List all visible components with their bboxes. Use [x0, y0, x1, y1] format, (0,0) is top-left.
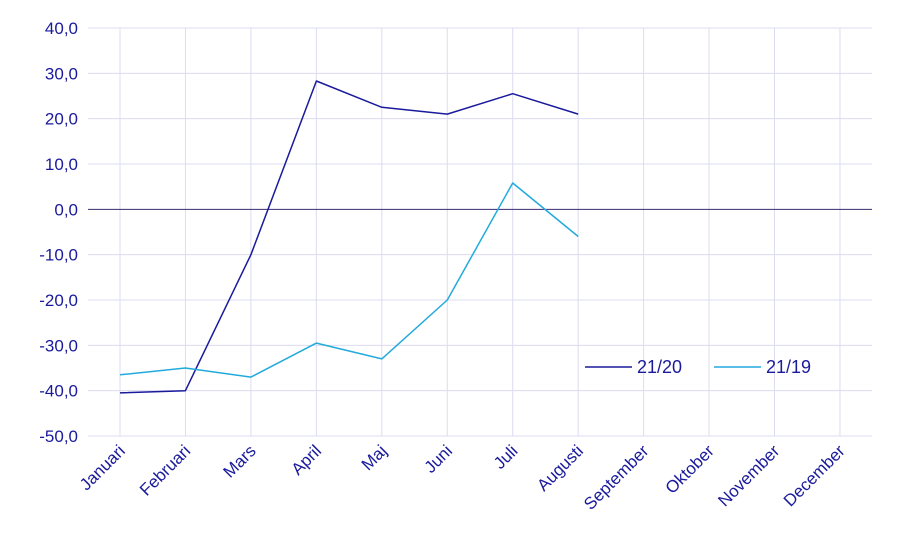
- legend-label-21-19: 21/19: [766, 357, 811, 377]
- x-tick-label: Juli: [490, 441, 521, 472]
- series-line-21-19: [119, 182, 579, 378]
- y-tick-label: -30,0: [39, 336, 78, 355]
- y-tick-label: 20,0: [45, 110, 78, 129]
- y-tick-label: 10,0: [45, 155, 78, 174]
- legend-label-21-20: 21/20: [637, 357, 682, 377]
- y-tick-label: -50,0: [39, 427, 78, 446]
- x-tick-label: September: [580, 441, 652, 513]
- x-axis-tick-labels: Januari Februari Mars April Maj Juni Juli Augus…: [76, 441, 849, 513]
- x-tick-label: Mars: [220, 441, 260, 481]
- y-tick-label: -10,0: [39, 246, 78, 265]
- x-tick-label: Juni: [421, 441, 456, 476]
- series-line-21-20: [119, 80, 579, 394]
- grid-lines: [88, 27, 872, 437]
- y-tick-label: -20,0: [39, 291, 78, 310]
- x-tick-label: Januari: [76, 441, 129, 494]
- x-tick-label: November: [714, 441, 783, 510]
- series-lines: [119, 80, 579, 394]
- y-tick-label: 30,0: [45, 64, 78, 83]
- x-tick-label: April: [288, 441, 325, 478]
- y-tick-label: 40,0: [45, 19, 78, 38]
- y-axis-tick-labels: 40,0 30,0 20,0 10,0 0,0 -10,0 -20,0 -30,0 -40,0 -…: [39, 19, 78, 446]
- y-tick-label: -40,0: [39, 382, 78, 401]
- x-tick-label: December: [780, 441, 849, 510]
- x-tick-label: Februari: [136, 441, 194, 499]
- x-tick-label: Maj: [358, 441, 391, 474]
- x-tick-label: Augusti: [533, 441, 587, 495]
- legend: 21/20 21/19: [585, 357, 811, 377]
- x-tick-label: Oktober: [662, 441, 718, 497]
- y-tick-label: 0,0: [54, 200, 78, 219]
